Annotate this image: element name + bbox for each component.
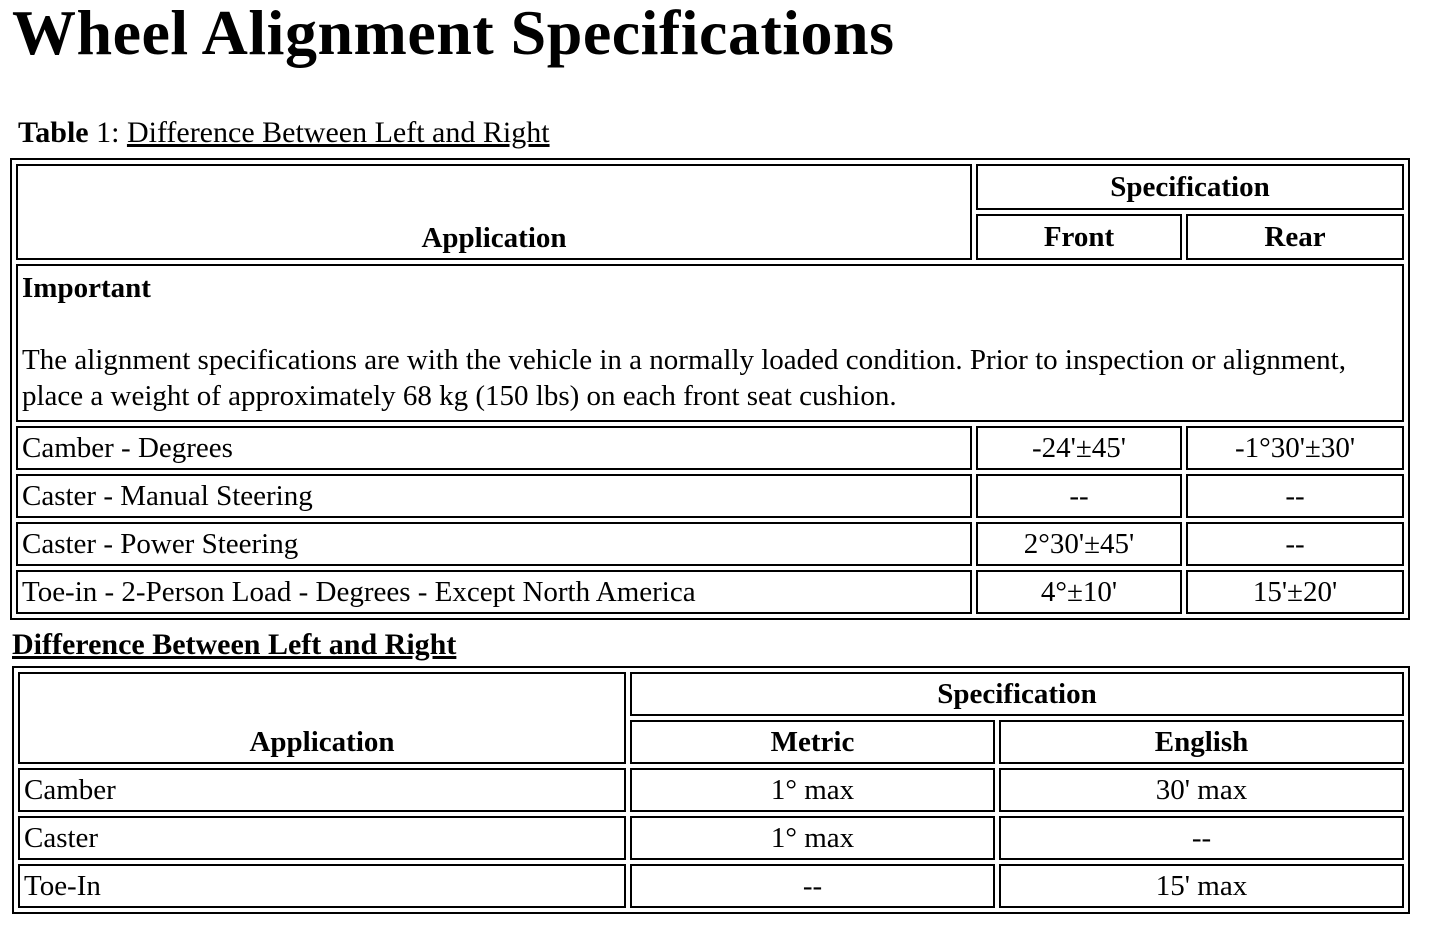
- important-title: Important: [22, 272, 151, 304]
- alignment-spec-table: Application Specification Front Rear Imp…: [10, 158, 1410, 620]
- cell-application: Caster - Manual Steering: [16, 474, 972, 518]
- header-rear: Rear: [1186, 214, 1404, 260]
- cell-metric: 1° max: [630, 816, 995, 860]
- cell-metric: 1° max: [630, 768, 995, 812]
- cell-rear: --: [1186, 474, 1404, 518]
- cell-english: --: [999, 816, 1404, 860]
- table-row: Camber - Degrees -24'±45' -1°30'±30': [16, 426, 1404, 470]
- caption-number: 1:: [96, 116, 120, 149]
- table-row: Toe-in - 2-Person Load - Degrees - Excep…: [16, 570, 1404, 614]
- header-metric: Metric: [630, 720, 995, 764]
- cell-rear: -1°30'±30': [1186, 426, 1404, 470]
- cell-front: 2°30'±45': [976, 522, 1182, 566]
- cell-front: 4°±10': [976, 570, 1182, 614]
- cell-application: Toe-in - 2-Person Load - Degrees - Excep…: [16, 570, 972, 614]
- cell-rear: --: [1186, 522, 1404, 566]
- cell-front: --: [976, 474, 1182, 518]
- cell-application: Camber - Degrees: [16, 426, 972, 470]
- table-row: Toe-In -- 15' max: [18, 864, 1404, 908]
- caption-link[interactable]: Difference Between Left and Right: [126, 116, 550, 149]
- header-specification: Specification: [630, 672, 1404, 716]
- important-note: Important The alignment specifications a…: [16, 264, 1404, 422]
- cell-metric: --: [630, 864, 995, 908]
- left-right-difference-table: Application Specification Metric English…: [12, 666, 1410, 914]
- table2-caption: Difference Between Left and Right: [12, 628, 457, 661]
- cell-application: Camber: [18, 768, 626, 812]
- header-english: English: [999, 720, 1404, 764]
- table-row: Caster - Power Steering 2°30'±45' --: [16, 522, 1404, 566]
- header-specification: Specification: [976, 164, 1404, 210]
- table-row: Caster 1° max --: [18, 816, 1404, 860]
- table1-caption: Table 1: Difference Between Left and Rig…: [18, 116, 550, 150]
- cell-application: Toe-In: [18, 864, 626, 908]
- table-row: Caster - Manual Steering -- --: [16, 474, 1404, 518]
- cell-application: Caster: [18, 816, 626, 860]
- caption-label: Table: [18, 116, 89, 149]
- header-front: Front: [976, 214, 1182, 260]
- cell-english: 30' max: [999, 768, 1404, 812]
- table-row: Camber 1° max 30' max: [18, 768, 1404, 812]
- header-application: Application: [18, 672, 626, 764]
- cell-front: -24'±45': [976, 426, 1182, 470]
- cell-rear: 15'±20': [1186, 570, 1404, 614]
- cell-english: 15' max: [999, 864, 1404, 908]
- header-application: Application: [16, 164, 972, 260]
- important-text: The alignment specifications are with th…: [22, 344, 1346, 412]
- cell-application: Caster - Power Steering: [16, 522, 972, 566]
- page-title: Wheel Alignment Specifications: [12, 0, 895, 68]
